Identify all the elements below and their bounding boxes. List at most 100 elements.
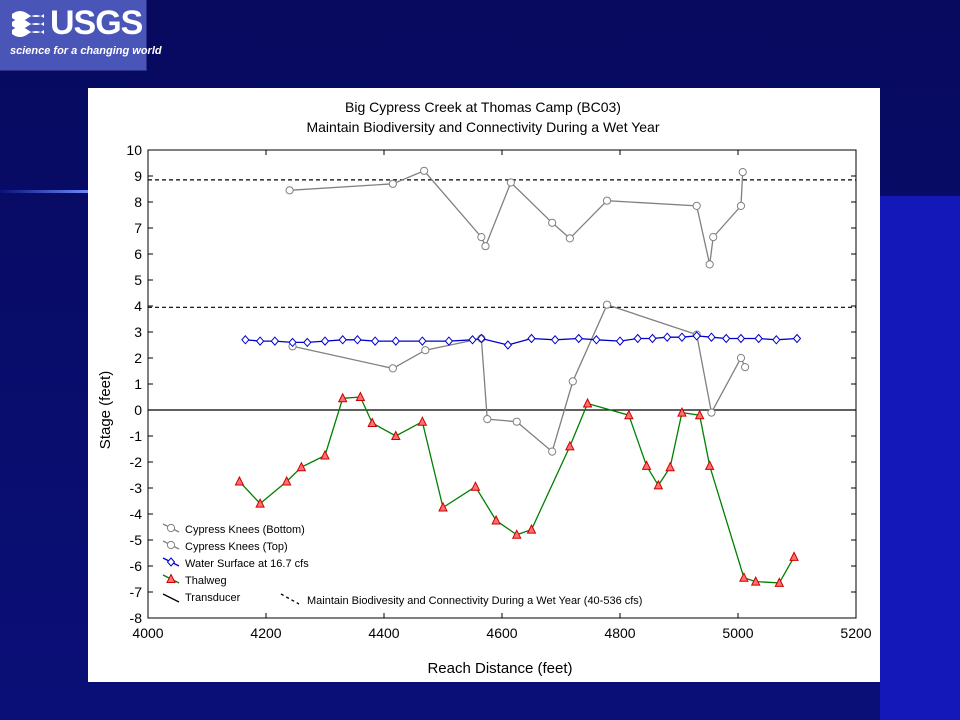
y-tick-label: -7: [130, 584, 143, 600]
data-point: [548, 447, 557, 456]
data-point: [582, 397, 593, 408]
data-point: [444, 336, 454, 346]
data-point: [320, 336, 330, 346]
chart-subtitle: Maintain Biodiversity and Connectivity D…: [306, 119, 659, 135]
data-point: [602, 196, 612, 205]
legend-label: Water Surface at 16.7 cfs: [185, 558, 309, 570]
usgs-wordmark: USGS: [50, 4, 143, 42]
data-point: [550, 335, 560, 345]
data-point: [390, 430, 401, 440]
data-point: [477, 233, 486, 242]
data-point: [420, 166, 429, 175]
data-point: [738, 168, 747, 177]
y-tick-label: 0: [134, 402, 142, 418]
data-point: [548, 218, 557, 227]
data-point: [417, 416, 428, 426]
data-point: [234, 475, 245, 486]
x-tick-label: 4400: [368, 625, 399, 641]
legend-label: Maintain Biodivesity and Connectivity Du…: [307, 595, 642, 607]
data-point: [624, 409, 634, 420]
data-point: [739, 572, 749, 582]
legend-label: Thalweg: [185, 575, 227, 587]
data-point: [772, 335, 781, 345]
x-tick-label: 4000: [132, 625, 163, 641]
legend: Cypress Knees (Bottom) Cypress Knees (Top…: [162, 523, 642, 607]
data-point: [754, 333, 763, 344]
x-tick-label: 5000: [722, 625, 753, 641]
data-point: [281, 475, 292, 486]
data-point: [592, 335, 601, 345]
y-tick-label: 10: [126, 142, 142, 158]
x-axis-label: Reach Distance (feet): [427, 660, 572, 677]
data-point: [481, 242, 490, 251]
x-tick-label: 4600: [486, 625, 517, 641]
data-point: [526, 523, 537, 534]
data-point: [491, 514, 501, 525]
y-axis-label: Stage (feet): [97, 371, 114, 449]
x-tick-label: 5200: [840, 625, 871, 641]
usgs-tagline: science for a changing world: [10, 45, 162, 57]
legend-swatch-line: [162, 593, 180, 603]
data-point: [736, 333, 746, 344]
data-point: [663, 332, 672, 342]
data-point: [241, 335, 250, 345]
y-tick-label: 6: [134, 246, 142, 262]
data-point: [707, 408, 716, 417]
y-tick-label: -8: [130, 610, 143, 626]
data-point: [722, 333, 731, 344]
chart-panel: Big Cypress Creek at Thomas Camp (BC03) …: [88, 88, 880, 682]
legend-marker: [166, 540, 176, 550]
data-point: [503, 340, 513, 350]
legend-marker: [166, 573, 176, 583]
data-point: [736, 353, 746, 363]
series-line: [238, 396, 795, 584]
data-point: [512, 417, 521, 426]
y-tick-label: 3: [134, 324, 142, 340]
data-point: [740, 363, 750, 372]
legend-label: Cypress Knees (Top): [185, 541, 288, 553]
data-point: [574, 333, 583, 344]
data-point: [483, 415, 492, 424]
data-point: [468, 335, 477, 345]
data-point: [665, 461, 675, 472]
stage-chart: Big Cypress Creek at Thomas Camp (BC03) …: [97, 99, 872, 677]
y-tick-label: 7: [134, 220, 142, 236]
data-point: [511, 529, 522, 539]
y-tick-label: -1: [130, 428, 143, 444]
data-point: [792, 333, 802, 344]
data-point: [692, 201, 701, 211]
data-point: [421, 346, 430, 355]
data-point: [641, 460, 652, 470]
data-point: [388, 179, 397, 188]
data-point: [270, 336, 280, 346]
y-tick-label: -5: [130, 532, 143, 548]
data-point: [602, 300, 612, 309]
data-point: [653, 479, 664, 490]
data-point: [338, 335, 347, 345]
legend-marker: [166, 557, 176, 567]
background-band: [880, 196, 960, 720]
data-point: [736, 201, 746, 211]
data-point: [648, 333, 657, 344]
series-line: [292, 303, 746, 453]
data-point: [705, 260, 714, 269]
data-point: [285, 186, 294, 195]
usgs-logo: USGS science for a changing world: [0, 0, 162, 71]
data-point: [320, 449, 330, 460]
data-point: [303, 337, 312, 348]
legend-label: Cypress Knees (Bottom): [185, 524, 305, 536]
data-point: [337, 392, 348, 403]
y-tick-label: -2: [130, 454, 143, 470]
series-line: [289, 170, 744, 265]
data-point: [615, 336, 625, 346]
data-point: [470, 481, 481, 491]
data-point: [296, 461, 307, 472]
decorative-line: [0, 190, 90, 193]
data-point: [506, 178, 515, 187]
data-point: [438, 501, 448, 512]
data-point: [255, 497, 265, 508]
data-point: [391, 336, 400, 346]
data-point: [353, 335, 362, 345]
y-tick-label: 4: [134, 298, 142, 314]
data-point: [367, 417, 378, 427]
